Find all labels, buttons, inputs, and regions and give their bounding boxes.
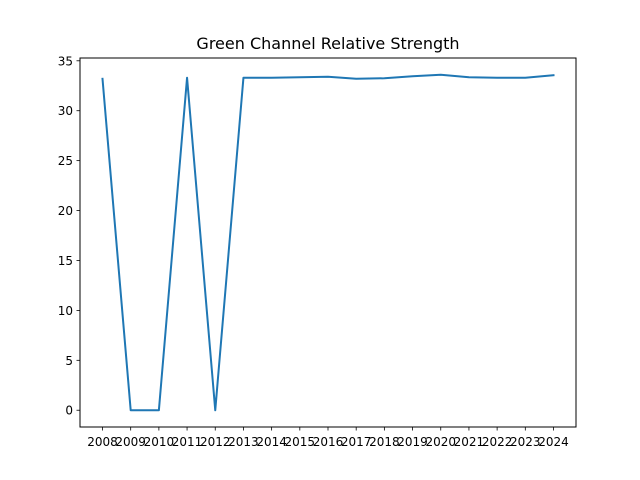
x-tick-label: 2023 <box>510 435 541 449</box>
x-tick-label: 2024 <box>538 435 569 449</box>
y-tick-label: 30 <box>58 104 73 118</box>
y-tick-label: 25 <box>58 154 73 168</box>
x-tick-label: 2009 <box>115 435 146 449</box>
x-tick-label: 2008 <box>87 435 118 449</box>
x-tick-label: 2014 <box>256 435 287 449</box>
y-tick-label: 0 <box>65 404 73 418</box>
x-tick-label: 2011 <box>172 435 203 449</box>
y-tick-label: 5 <box>65 354 73 368</box>
x-tick-label: 2010 <box>144 435 175 449</box>
y-tick-label: 15 <box>58 254 73 268</box>
x-tick-label: 2013 <box>228 435 259 449</box>
series-line <box>101 73 555 412</box>
x-tick-label: 2016 <box>313 435 344 449</box>
ticks-layer: 0510152025303520082009201020112012201320… <box>58 54 569 449</box>
x-tick-label: 2018 <box>369 435 400 449</box>
y-tick-label: 10 <box>58 304 73 318</box>
x-tick-label: 2021 <box>454 435 485 449</box>
plot-frame <box>79 57 577 428</box>
x-tick-label: 2019 <box>397 435 428 449</box>
x-tick-label: 2015 <box>285 435 316 449</box>
chart-title: Green Channel Relative Strength <box>196 34 459 53</box>
x-tick-label: 2012 <box>200 435 231 449</box>
x-tick-label: 2020 <box>425 435 456 449</box>
series-layer <box>101 73 555 412</box>
x-tick-label: 2017 <box>341 435 372 449</box>
x-tick-label: 2022 <box>482 435 513 449</box>
y-tick-label: 20 <box>58 204 73 218</box>
y-tick-label: 35 <box>58 54 73 68</box>
